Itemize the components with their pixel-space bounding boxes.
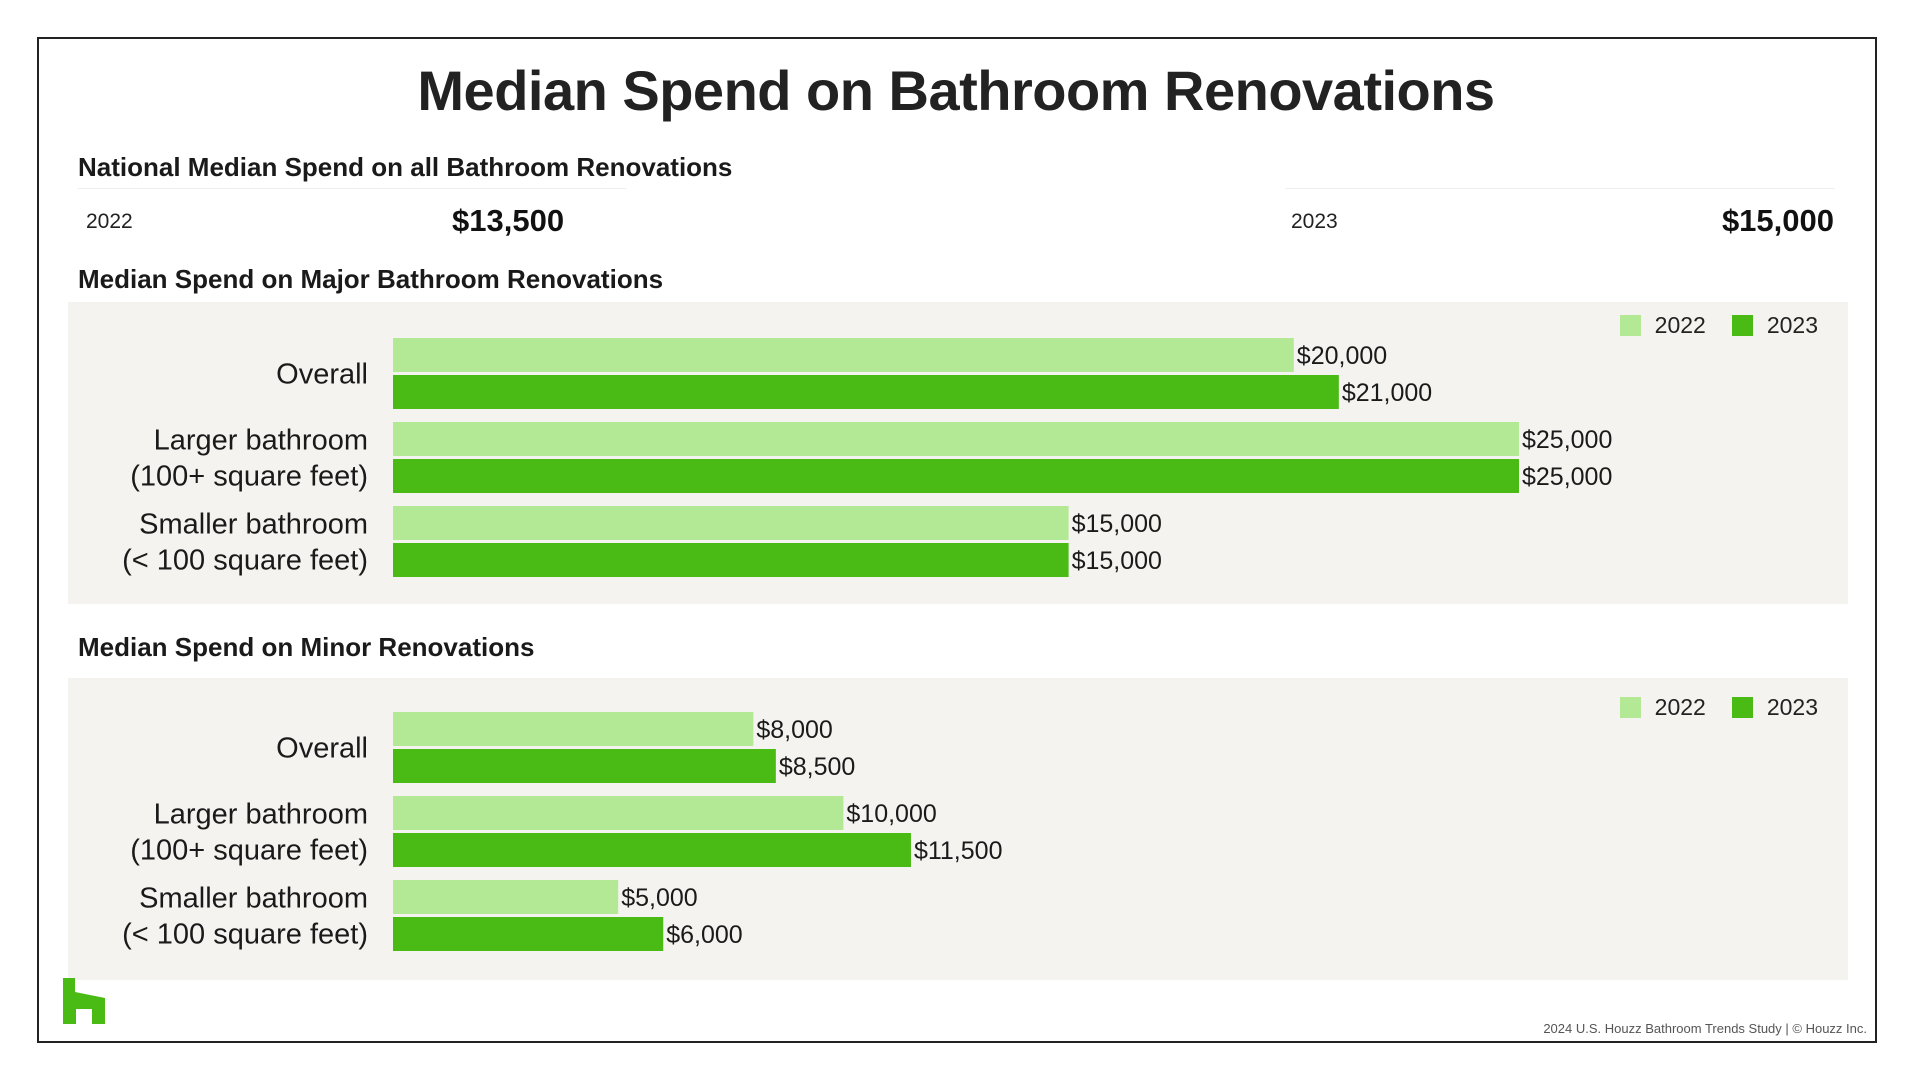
data-label: $10,000 xyxy=(846,800,936,828)
data-label: $25,000 xyxy=(1522,463,1612,491)
national-year-2023: 2023 xyxy=(1291,210,1338,233)
bar-2022 xyxy=(393,338,1294,372)
data-label: $5,000 xyxy=(621,884,697,912)
category-label: Smaller bathroom (< 100 square feet) xyxy=(122,883,368,951)
legend-item-2022: 2022 xyxy=(1619,312,1706,339)
minor-chart-svg: Overall $8,000 $8,500 Larger bathroom (100+ … xyxy=(122,712,1003,951)
bar-2022 xyxy=(393,796,844,830)
national-value-2023: $15,000 xyxy=(1721,203,1834,238)
data-label: $6,000 xyxy=(666,921,742,949)
bar-2023 xyxy=(393,459,1519,493)
major-chart-panel: 2022 2023 Overall $20,000 $21,000 Larger ba… xyxy=(68,302,1848,604)
national-year-2022: 2022 xyxy=(86,210,133,233)
slide-frame xyxy=(37,37,1877,1043)
data-label: $20,000 xyxy=(1297,342,1387,370)
legend-label-2022: 2022 xyxy=(1654,694,1706,720)
houzz-logo-icon xyxy=(63,978,105,1029)
bar-2023 xyxy=(393,543,1069,577)
bar-2022 xyxy=(393,422,1519,456)
bar-2023 xyxy=(393,375,1339,409)
minor-chart-panel: 2022 2023 Overall $8,000 $8,500 Larger bath… xyxy=(68,678,1848,980)
national-heading: National Median Spend on all Bathroom Re… xyxy=(78,152,733,182)
category-label: Smaller bathroom (< 100 square feet) xyxy=(122,509,368,577)
legend-label-2023: 2023 xyxy=(1766,694,1818,720)
major-chart-title: Median Spend on Major Bathroom Renovatio… xyxy=(78,264,664,294)
data-label: $21,000 xyxy=(1342,379,1432,407)
footer-credit: 2024 U.S. Houzz Bathroom Trends Study | … xyxy=(1543,1021,1867,1036)
category-label: Overall xyxy=(276,359,368,391)
national-divider-right xyxy=(1285,188,1835,189)
data-label: $8,000 xyxy=(756,716,832,744)
legend-swatch-2022 xyxy=(1619,315,1641,336)
data-label: $15,000 xyxy=(1072,510,1162,538)
bar-2023 xyxy=(393,749,776,783)
bar-2022 xyxy=(393,712,754,746)
minor-legend: 2022 2023 xyxy=(1619,694,1818,721)
category-label: Larger bathroom (100+ square feet) xyxy=(130,425,368,493)
bar-2023 xyxy=(393,833,911,867)
data-label: $8,500 xyxy=(779,753,855,781)
national-value-2022: $13,500 xyxy=(452,203,565,238)
legend-label-2022: 2022 xyxy=(1654,312,1706,338)
data-label: $15,000 xyxy=(1072,547,1162,575)
major-chart-svg: Overall $20,000 $21,000 Larger bathroom (100… xyxy=(122,338,1612,577)
legend-swatch-2023 xyxy=(1731,315,1753,336)
bar-2022 xyxy=(393,506,1069,540)
minor-chart-title: Median Spend on Minor Renovations xyxy=(78,632,535,662)
page-title: Median Spend on Bathroom Renovations xyxy=(417,59,1495,122)
legend-swatch-2023 xyxy=(1731,697,1753,718)
legend-item-2022: 2022 xyxy=(1619,694,1706,721)
national-divider-left xyxy=(78,188,626,189)
data-label: $25,000 xyxy=(1522,426,1612,454)
bar-2022 xyxy=(393,880,619,914)
major-legend: 2022 2023 xyxy=(1619,312,1818,339)
legend-item-2023: 2023 xyxy=(1731,694,1818,721)
data-label: $11,500 xyxy=(914,837,1003,865)
category-label: Larger bathroom (100+ square feet) xyxy=(130,799,368,867)
legend-label-2023: 2023 xyxy=(1766,312,1818,338)
legend-item-2023: 2023 xyxy=(1731,312,1818,339)
legend-swatch-2022 xyxy=(1619,697,1641,718)
category-label: Overall xyxy=(276,733,368,765)
bar-2023 xyxy=(393,917,664,951)
